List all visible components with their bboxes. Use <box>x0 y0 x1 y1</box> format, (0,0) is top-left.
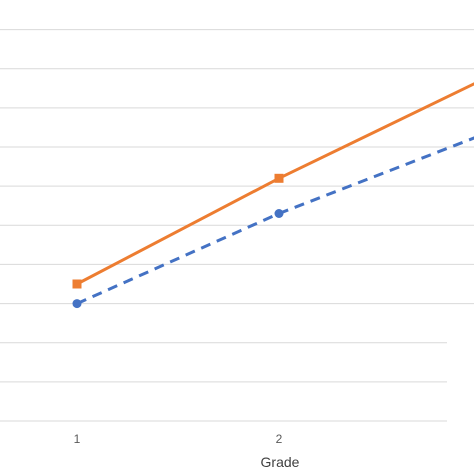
gridlines <box>0 29 474 422</box>
series-line <box>76 136 474 305</box>
x-tick-label: 2 <box>276 432 283 446</box>
square-marker <box>274 173 284 183</box>
x-tick-label: 1 <box>74 432 81 446</box>
series-group <box>72 82 474 309</box>
square-marker <box>72 279 82 289</box>
series-1 <box>72 82 474 289</box>
x-axis-title: Grade <box>261 454 300 470</box>
circle-marker <box>72 299 82 309</box>
circle-marker <box>274 209 284 218</box>
series-2 <box>72 136 474 309</box>
